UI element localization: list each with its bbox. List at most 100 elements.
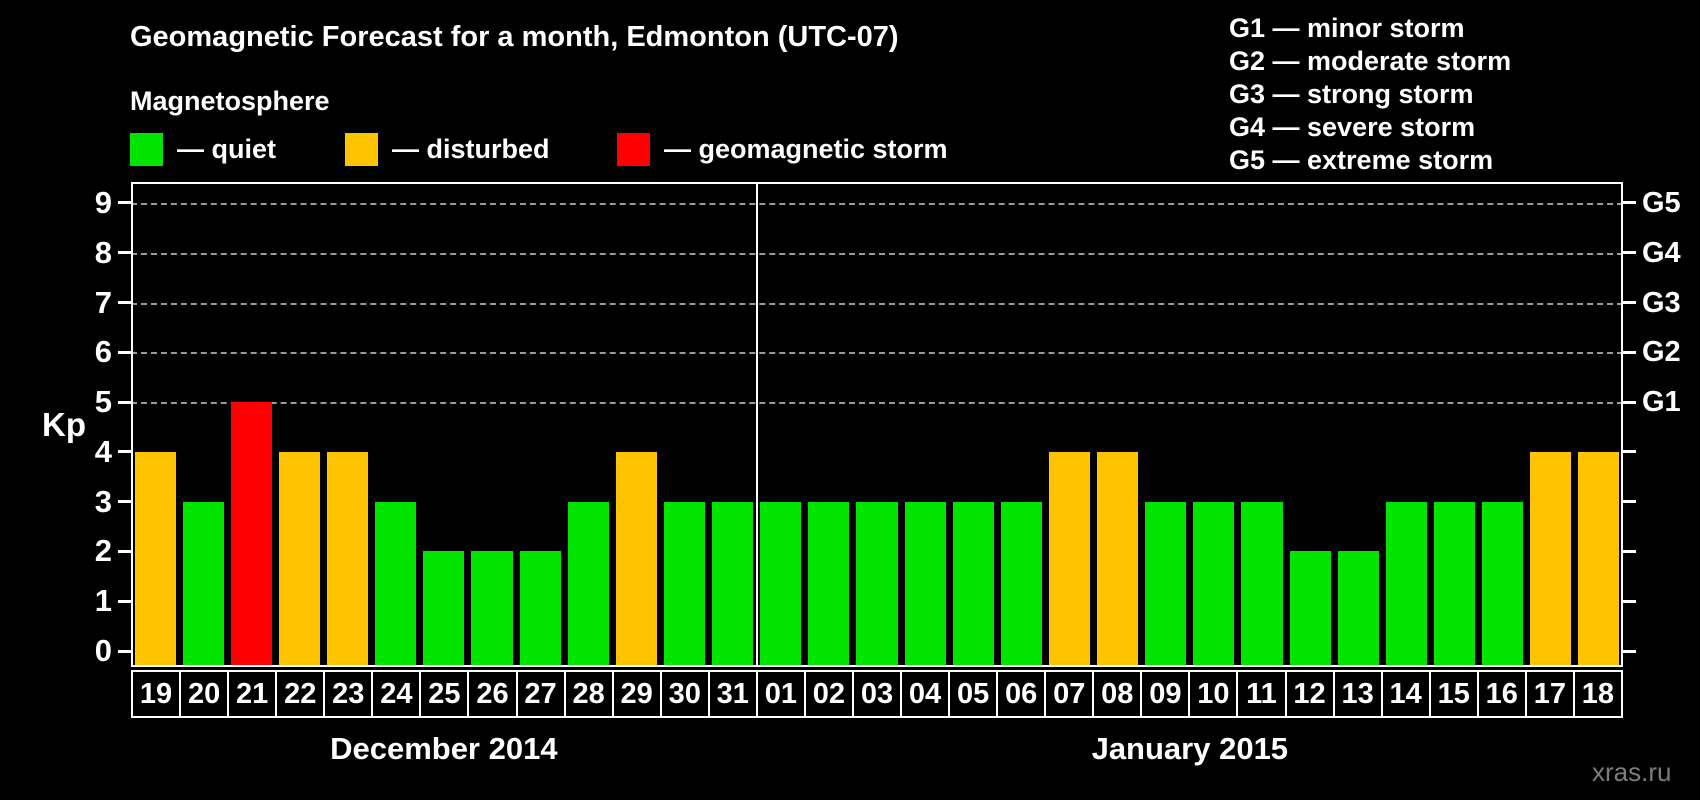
y-axis-tick-right (1623, 201, 1636, 205)
kp-bar (760, 501, 802, 667)
day-label-cell: 19 (133, 672, 182, 716)
g4-scale-line: G4 — severe storm (1229, 112, 1476, 142)
kp-bar (1337, 551, 1379, 667)
day-label-cell: 12 (1287, 672, 1335, 716)
y-axis-tick-right (1623, 350, 1636, 354)
y-tick-label: 9 (94, 184, 112, 220)
y-axis-tick-left (118, 400, 131, 404)
y-axis-label: Kp (42, 406, 86, 443)
gridline-kp6 (131, 352, 1623, 355)
day-label-cell: 23 (325, 672, 374, 716)
kp-bar (182, 501, 224, 667)
day-label-cell: 27 (518, 672, 566, 716)
day-label-cell: 02 (806, 672, 854, 716)
kp-bar (1097, 451, 1139, 667)
y-axis-tick-right (1623, 649, 1636, 653)
gridline-kp9 (131, 202, 1623, 205)
y-tick-label: 1 (94, 583, 112, 619)
kp-bar (1433, 501, 1476, 667)
y-tick-label: 3 (94, 483, 112, 519)
kp-bar (471, 551, 513, 667)
y-tick-label: 4 (94, 433, 112, 469)
day-label-cell: 24 (373, 672, 422, 716)
kp-bar (375, 501, 417, 667)
disturbed-color-swatch (345, 133, 378, 166)
y-axis-tick-right (1623, 549, 1636, 553)
kp-bar (1145, 501, 1187, 667)
g-scale-tick-label: G2 (1642, 336, 1681, 369)
month-divider-line (755, 182, 758, 667)
kp-bar (567, 501, 609, 667)
y-axis-tick-right (1623, 500, 1636, 504)
kp-bar (904, 501, 946, 667)
gridline-kp7 (131, 302, 1623, 305)
kp-bar (1241, 501, 1283, 667)
kp-bar (856, 501, 898, 667)
g-scale-tick-label: G5 (1642, 186, 1681, 219)
y-axis-tick-right (1623, 400, 1636, 404)
y-axis-tick-right (1623, 301, 1636, 305)
g2-scale-line: G2 — moderate storm (1229, 46, 1512, 76)
kp-bar (519, 551, 561, 667)
kp-bar (1482, 501, 1524, 667)
day-label-cell: 30 (662, 672, 710, 716)
y-tick-label: 5 (94, 384, 112, 420)
legend-label-quiet: — quiet (177, 134, 276, 164)
kp-bar (1289, 551, 1331, 667)
y-tick-label: 0 (94, 633, 112, 668)
y-axis-tick-left (118, 201, 131, 205)
day-label-cell: 05 (950, 672, 999, 716)
legend-item-storm: — geomagnetic storm (617, 133, 948, 166)
day-label-cell: 06 (998, 672, 1047, 716)
chart-title: Geomagnetic Forecast for a month, Edmont… (130, 21, 899, 53)
day-label-cell: 11 (1238, 672, 1287, 716)
y-axis-tick-left (118, 350, 131, 354)
y-axis-tick-left (118, 549, 131, 553)
day-label-cell: 14 (1383, 672, 1431, 716)
g-scale-tick-label: G1 (1642, 386, 1681, 419)
month-label: January 2015 (1091, 731, 1289, 766)
day-label-cell: 03 (854, 672, 902, 716)
kp-bar (663, 501, 706, 667)
day-label-cell: 17 (1527, 672, 1575, 716)
kp-bar (952, 501, 994, 667)
day-label-cell: 13 (1335, 672, 1383, 716)
y-axis-tick-left (118, 301, 131, 305)
month-label: December 2014 (330, 731, 558, 766)
day-label-cell: 01 (758, 672, 806, 716)
legend-label-disturbed: — disturbed (392, 134, 550, 164)
g3-scale-line: G3 — strong storm (1229, 79, 1474, 109)
kp-bar (327, 451, 369, 667)
y-axis-tick-right (1623, 599, 1636, 603)
day-label-cell: 28 (566, 672, 614, 716)
legend-item-disturbed: — disturbed (345, 133, 550, 166)
y-tick-label: 6 (94, 334, 112, 370)
g5-scale-line: G5 — extreme storm (1229, 145, 1494, 175)
kp-bar (1385, 501, 1427, 667)
plot-area (131, 182, 1623, 667)
y-axis-tick-right (1623, 450, 1636, 454)
day-label-cell: 15 (1431, 672, 1479, 716)
day-label-cell: 31 (710, 672, 758, 716)
y-tick-label: 7 (94, 284, 112, 320)
y-tick-label: 2 (94, 533, 112, 569)
day-label-cell: 21 (229, 672, 278, 716)
kp-bar (1530, 451, 1572, 667)
watermark: xras.ru (1592, 757, 1672, 787)
kp-bar (615, 451, 657, 667)
y-axis-tick-left (118, 649, 131, 653)
day-label-cell: 29 (614, 672, 662, 716)
day-label-cell: 20 (181, 672, 230, 716)
kp-bar (1000, 501, 1042, 667)
legend-item-quiet: — quiet (130, 133, 276, 166)
day-label-cell: 08 (1094, 672, 1143, 716)
quiet-color-swatch (130, 133, 163, 166)
gridline-kp5 (131, 402, 1623, 405)
y-axis-tick-left (118, 251, 131, 255)
y-axis-tick-right (1623, 251, 1636, 255)
day-label-cell: 26 (469, 672, 518, 716)
storm-scale-legend: G1 — minor storm G2 — moderate storm G3 … (1229, 12, 1511, 177)
day-label-cell: 09 (1142, 672, 1191, 716)
kp-bar (712, 501, 754, 667)
